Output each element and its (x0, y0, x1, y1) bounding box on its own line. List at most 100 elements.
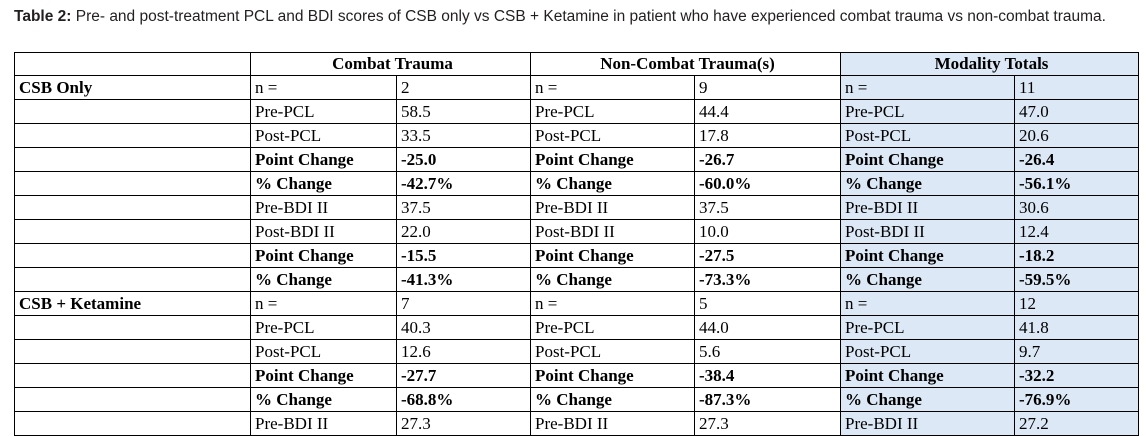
group-blank-cell (14, 411, 251, 436)
value-totals: -56.1% (1014, 171, 1139, 196)
metric-label-noncombat: Pre-BDI II (530, 411, 695, 436)
group-blank-cell (14, 267, 251, 292)
table-row: Point Change -15.5 Point Change -27.5 Point … (14, 243, 1139, 268)
header-modality-totals: Modality Totals (840, 52, 1139, 76)
metric-label-totals: Point Change (840, 147, 1015, 172)
table-row: % Change -42.7%% Change -60.0%% Change -56.… (14, 171, 1139, 196)
metric-label-noncombat: % Change (530, 387, 695, 412)
value-noncombat: -87.3% (694, 387, 841, 412)
value-totals: -26.4 (1014, 147, 1139, 172)
metric-label-combat: Point Change (250, 147, 397, 172)
value-noncombat: 44.0 (694, 315, 841, 340)
metric-label-noncombat: n = (530, 291, 695, 316)
value-noncombat: 9 (694, 75, 841, 100)
metric-label-combat: n = (250, 75, 397, 100)
value-combat: 7 (396, 291, 531, 316)
table-row: Post-PCL 12.6 Post-PCL 5.6 Post-PCL 9.7 (14, 339, 1139, 364)
value-noncombat: -73.3% (694, 267, 841, 292)
metric-label-totals: Post-BDI II (840, 219, 1015, 244)
metric-label-combat: Post-PCL (250, 123, 397, 148)
group-blank-cell (14, 315, 251, 340)
metric-label-combat: Pre-BDI II (250, 411, 397, 436)
value-combat: -27.7 (396, 363, 531, 388)
value-totals: 12 (1014, 291, 1139, 316)
value-noncombat: 5.6 (694, 339, 841, 364)
metric-label-totals: Pre-PCL (840, 99, 1015, 124)
metric-label-totals: Pre-PCL (840, 315, 1015, 340)
value-totals: 27.2 (1014, 411, 1139, 436)
metric-label-combat: % Change (250, 171, 397, 196)
value-totals: -59.5% (1014, 267, 1139, 292)
value-combat: 12.6 (396, 339, 531, 364)
value-noncombat: 44.4 (694, 99, 841, 124)
value-combat: 22.0 (396, 219, 531, 244)
metric-label-combat: Pre-PCL (250, 99, 397, 124)
metric-label-combat: % Change (250, 387, 397, 412)
table-row: Point Change -25.0 Point Change -26.7 Point … (14, 147, 1139, 172)
metric-label-combat: Pre-PCL (250, 315, 397, 340)
header-row: Combat Trauma Non-Combat Trauma(s) Modal… (14, 52, 1139, 76)
value-totals: -76.9% (1014, 387, 1139, 412)
table-row: Post-BDI II 22.0 Post-BDI II 10.0 Post-BDI I… (14, 219, 1139, 244)
metric-label-noncombat: Pre-PCL (530, 315, 695, 340)
metric-label-totals: Point Change (840, 363, 1015, 388)
header-non-combat-trauma: Non-Combat Trauma(s) (530, 52, 841, 76)
group-blank-cell (14, 243, 251, 268)
metric-label-noncombat: Pre-PCL (530, 99, 695, 124)
metric-label-noncombat: % Change (530, 267, 695, 292)
metric-label-combat: n = (250, 291, 397, 316)
table-row: % Change -41.3%% Change -73.3%% Change -59.… (14, 267, 1139, 292)
metric-label-noncombat: Post-PCL (530, 123, 695, 148)
header-blank-cell (14, 52, 251, 76)
value-noncombat: -26.7 (694, 147, 841, 172)
table-row: Point Change -27.7 Point Change -38.4 Point … (14, 363, 1139, 388)
table-row: CSB + Ketamine n = 7 n = 5 n = 12 (14, 291, 1139, 316)
group-blank-cell (14, 219, 251, 244)
table-row: Pre-BDI II 27.3 Pre-BDI II 27.3 Pre-BDI II 27… (14, 411, 1139, 436)
metric-label-totals: Point Change (840, 243, 1015, 268)
metric-label-totals: Pre-BDI II (840, 195, 1015, 220)
metric-label-totals: % Change (840, 387, 1015, 412)
group-blank-cell (14, 387, 251, 412)
value-totals: 47.0 (1014, 99, 1139, 124)
value-combat: -15.5 (396, 243, 531, 268)
metric-label-combat: Pre-BDI II (250, 195, 397, 220)
metric-label-totals: Pre-BDI II (840, 411, 1015, 436)
metric-label-totals: % Change (840, 171, 1015, 196)
value-totals: -32.2 (1014, 363, 1139, 388)
value-totals: 20.6 (1014, 123, 1139, 148)
metric-label-combat: % Change (250, 267, 397, 292)
metric-label-combat: Point Change (250, 363, 397, 388)
value-noncombat: 37.5 (694, 195, 841, 220)
value-noncombat: -38.4 (694, 363, 841, 388)
value-combat: -41.3% (396, 267, 531, 292)
metric-label-noncombat: Point Change (530, 363, 695, 388)
value-totals: 41.8 (1014, 315, 1139, 340)
metric-label-totals: n = (840, 75, 1015, 100)
table-row: Pre-PCL 40.3 Pre-PCL 44.0 Pre-PCL 41.8 (14, 315, 1139, 340)
value-combat: 37.5 (396, 195, 531, 220)
metric-label-noncombat: Post-PCL (530, 339, 695, 364)
group-blank-cell (14, 339, 251, 364)
value-combat: 40.3 (396, 315, 531, 340)
group-blank-cell (14, 99, 251, 124)
metric-label-noncombat: Pre-BDI II (530, 195, 695, 220)
metric-label-combat: Post-PCL (250, 339, 397, 364)
caption-label: Table 2: (14, 8, 72, 25)
value-totals: 11 (1014, 75, 1139, 100)
metric-label-totals: Post-PCL (840, 339, 1015, 364)
group-blank-cell (14, 195, 251, 220)
table-row: Pre-PCL 58.5 Pre-PCL 44.4 Pre-PCL 47.0 (14, 99, 1139, 124)
group-blank-cell (14, 147, 251, 172)
group-blank-cell (14, 363, 251, 388)
group-blank-cell (14, 171, 251, 196)
group-blank-cell (14, 123, 251, 148)
value-noncombat: -60.0% (694, 171, 841, 196)
metric-label-totals: n = (840, 291, 1015, 316)
metric-label-totals: Post-PCL (840, 123, 1015, 148)
value-combat: 58.5 (396, 99, 531, 124)
value-noncombat: 5 (694, 291, 841, 316)
metric-label-noncombat: Post-BDI II (530, 219, 695, 244)
caption-text: Pre- and post-treatment PCL and BDI scor… (71, 8, 1106, 25)
metric-label-combat: Point Change (250, 243, 397, 268)
